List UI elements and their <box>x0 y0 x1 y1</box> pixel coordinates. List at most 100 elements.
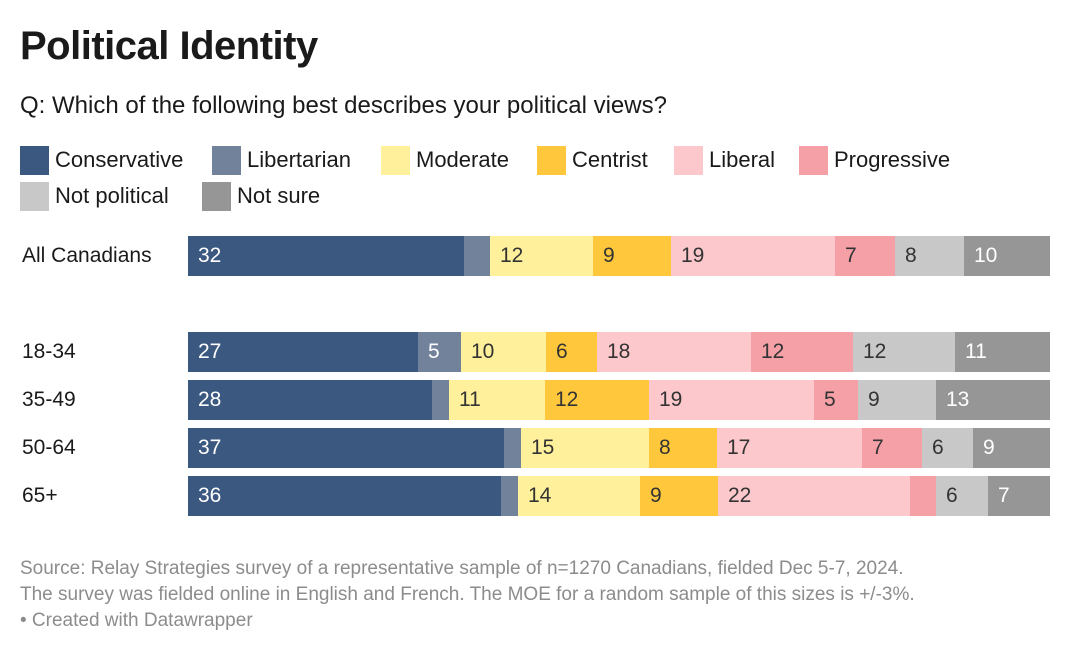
methodology-note: The survey was fielded online in English… <box>20 584 915 605</box>
bar-segment-moderate: 14 <box>518 476 640 516</box>
data-label: 6 <box>556 340 568 363</box>
row-label: All Canadians <box>22 244 152 267</box>
data-label: 10 <box>974 244 998 267</box>
data-label: 8 <box>659 436 671 459</box>
bar-segment-centrist: 12 <box>545 380 649 420</box>
data-label: 5 <box>428 340 440 363</box>
data-label: 6 <box>932 436 944 459</box>
bar-segment-liberal: 17 <box>717 428 862 468</box>
legend-swatch <box>202 181 231 211</box>
legend-item-not-political: Not political <box>20 180 169 212</box>
chart-footer: Source: Relay Strategies survey of a rep… <box>20 556 1060 634</box>
bar-segment-liberal: 19 <box>671 236 835 276</box>
legend-item-not-sure: Not sure <box>202 180 320 212</box>
bar-row: 36 14 9 22 6 7 <box>188 476 1050 516</box>
legend-item-liberal: Liberal <box>674 144 775 176</box>
row-label: 65+ <box>22 484 58 507</box>
legend-label: Libertarian <box>247 147 351 172</box>
bar-segment-progressive: 12 <box>751 332 853 372</box>
bar-segment-liberal: 19 <box>649 380 814 420</box>
bar-segment-libertarian <box>432 380 449 420</box>
bar-segment-progressive: 7 <box>835 236 895 276</box>
data-label: 36 <box>198 484 222 507</box>
bar-segment-not-sure: 7 <box>988 476 1050 516</box>
data-label: 9 <box>983 436 995 459</box>
bar-segment-centrist: 9 <box>593 236 671 276</box>
legend-label: Conservative <box>55 147 184 172</box>
bar-segment-progressive: 5 <box>814 380 858 420</box>
data-label: 7 <box>872 436 884 459</box>
data-label: 5 <box>824 388 836 411</box>
bar-segment-not-political: 12 <box>853 332 955 372</box>
bar-row: 32 12 9 19 7 8 10 <box>188 236 1050 276</box>
bar-segment-not-sure: 11 <box>955 332 1050 372</box>
bar-segment-conservative: 27 <box>188 332 418 372</box>
legend-item-centrist: Centrist <box>537 144 648 176</box>
credit-link[interactable]: • Created with Datawrapper <box>20 610 253 631</box>
legend-label: Centrist <box>572 147 648 172</box>
data-label: 12 <box>761 340 785 363</box>
bar-segment-moderate: 12 <box>490 236 593 276</box>
bar-segment-centrist: 6 <box>546 332 597 372</box>
bar-segment-not-sure: 13 <box>936 380 1050 420</box>
bar-segment-not-sure: 9 <box>973 428 1050 468</box>
bar-segment-liberal: 18 <box>597 332 751 372</box>
bar-segment-not-sure: 10 <box>964 236 1050 276</box>
bar-segment-libertarian <box>464 236 490 276</box>
data-label: 9 <box>868 388 880 411</box>
bar-segment-moderate: 10 <box>461 332 546 372</box>
bar-row: 27 5 10 6 18 12 12 11 <box>188 332 1050 372</box>
bar-row: 28 11 12 19 5 9 13 <box>188 380 1050 420</box>
bar-segment-libertarian <box>504 428 521 468</box>
bar-segment-not-political: 6 <box>922 428 973 468</box>
row-label: 35-49 <box>22 388 76 411</box>
data-label: 27 <box>198 340 222 363</box>
data-label: 9 <box>603 244 615 267</box>
data-label: 37 <box>198 436 222 459</box>
source-note: Source: Relay Strategies survey of a rep… <box>20 558 904 579</box>
data-label: 12 <box>555 388 579 411</box>
bar-segment-not-political: 6 <box>936 476 988 516</box>
bar-segment-centrist: 8 <box>649 428 717 468</box>
legend-swatch <box>20 181 49 211</box>
bar-segment-libertarian <box>501 476 518 516</box>
legend-item-moderate: Moderate <box>381 144 509 176</box>
data-label: 15 <box>531 436 555 459</box>
legend-swatch <box>674 145 703 175</box>
row-label: 50-64 <box>22 436 76 459</box>
legend-swatch <box>381 145 410 175</box>
legend-item-conservative: Conservative <box>20 144 183 176</box>
bar-segment-not-political: 8 <box>895 236 964 276</box>
data-label: 11 <box>459 388 481 411</box>
bar-segment-moderate: 11 <box>449 380 545 420</box>
data-label: 12 <box>863 340 887 363</box>
data-label: 9 <box>650 484 662 507</box>
legend-label: Not political <box>55 183 169 208</box>
data-label: 10 <box>471 340 495 363</box>
bar-segment-conservative: 28 <box>188 380 432 420</box>
data-label: 22 <box>728 484 752 507</box>
data-label: 19 <box>659 388 683 411</box>
legend-item-libertarian: Libertarian <box>212 144 351 176</box>
bar-segment-progressive: 7 <box>862 428 922 468</box>
data-label: 6 <box>946 484 958 507</box>
bar-segment-conservative: 36 <box>188 476 501 516</box>
bar-segment-conservative: 32 <box>188 236 464 276</box>
data-label: 7 <box>845 244 857 267</box>
data-label: 13 <box>946 388 970 411</box>
data-label: 7 <box>998 484 1010 507</box>
data-label: 11 <box>965 340 987 363</box>
row-label: 18-34 <box>22 340 76 363</box>
data-label: 8 <box>905 244 917 267</box>
legend-swatch <box>212 145 241 175</box>
data-label: 28 <box>198 388 222 411</box>
bar-segment-progressive <box>910 476 936 516</box>
bar-segment-moderate: 15 <box>521 428 649 468</box>
data-label: 12 <box>500 244 524 267</box>
data-label: 17 <box>727 436 751 459</box>
legend-swatch <box>799 145 828 175</box>
legend-label: Liberal <box>709 147 776 172</box>
bar-segment-conservative: 37 <box>188 428 504 468</box>
data-label: 14 <box>528 484 552 507</box>
legend-swatch <box>20 145 49 175</box>
